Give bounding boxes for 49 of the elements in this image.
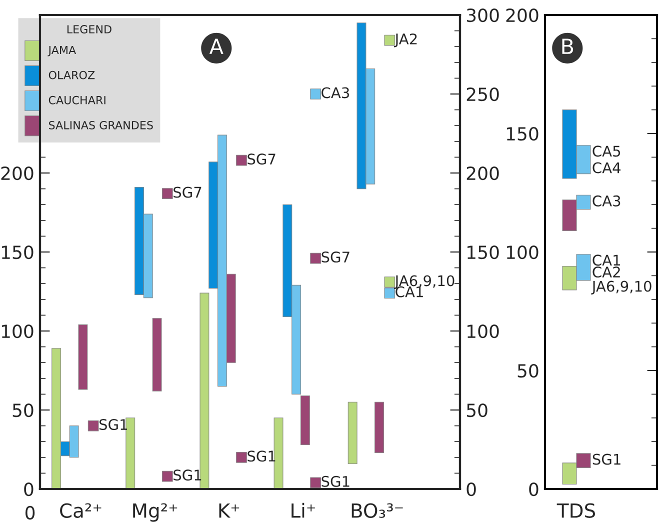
bar [374,402,384,453]
data-label: CA3 [322,87,350,98]
x-tick-label: Mg²⁺ [133,503,178,522]
annotation: CA5 [592,146,620,157]
y2-tick-label: 300 [466,8,499,22]
y-tick-label: 150 [506,126,538,141]
annotation: CA4 [592,162,621,174]
y-tick-label: 50 [518,364,538,378]
annotation: CA3 [592,195,620,206]
legend-label: SALINAS GRANDES [48,120,153,130]
data-label: SG1 [322,476,350,487]
annotation: CA1 [592,254,620,266]
annotation: CA2 [592,266,620,278]
x-tick-label: BO₃³⁻ [352,503,403,518]
y2-tick-label: 50 [466,403,488,418]
y-tick-label: 100 [506,245,538,260]
y-tick-label: 50 [12,403,34,418]
y2-tick-label: 200 [466,166,499,180]
y-tick-label: 100 [2,324,34,338]
x-tick-label: Li⁺ [292,502,315,518]
data-label: SG7 [248,154,276,165]
annotation: A [209,38,224,54]
bar [348,402,358,464]
y-tick-label: 200 [1,166,34,180]
x-tick-label: TDS [556,503,596,518]
bar [126,418,136,489]
legend-label: CAUCHARI [48,96,106,104]
bar [200,292,210,489]
legend-title: LEGEND [67,25,112,34]
y-tick-label: 0 [24,482,34,496]
x-tick-label: Ca²⁺ [60,503,102,518]
y-tick-label: 150 [2,245,34,260]
y2-tick-label: 150 [468,245,499,260]
y-tick-label: 200 [506,8,538,22]
data-label: SG7 [174,186,202,198]
y-tick-label: 0 [529,482,538,496]
y2-tick-label: 0 [466,482,476,496]
annotation: B [562,38,574,54]
y2-tick-label: 100 [468,324,499,338]
annotation: SG1 [592,454,620,465]
data-label: SG7 [322,252,350,263]
bar [274,418,284,489]
annotation: JA6,9,10 [591,280,652,294]
y2-tick-label: 250 [466,87,499,102]
bar [78,324,88,390]
legend-label: OLAROZ [48,70,95,80]
bar [152,318,162,392]
legend-label: JAMA [48,46,76,56]
x-tick-label: K⁺ [219,503,240,518]
